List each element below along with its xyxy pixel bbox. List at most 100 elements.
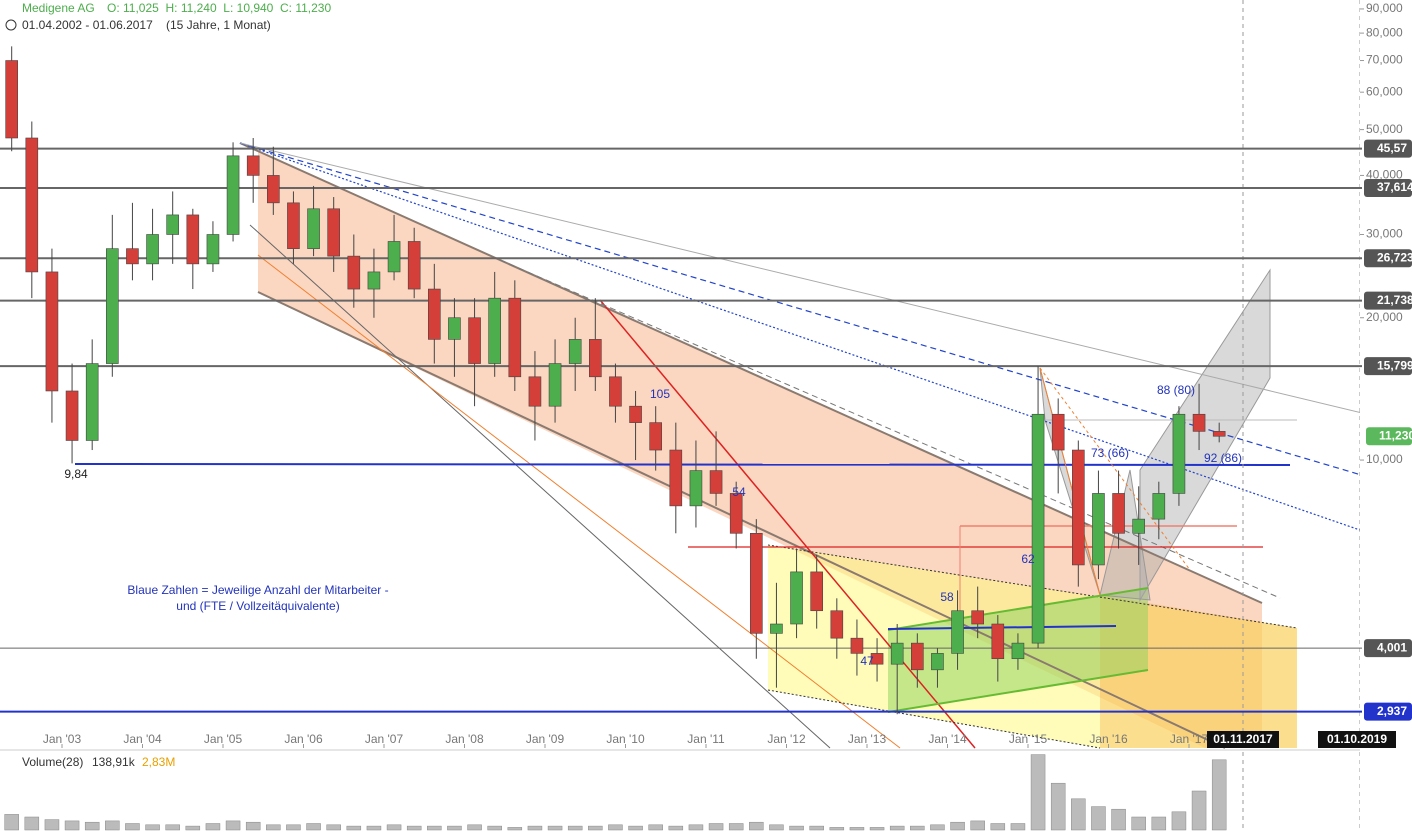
volume-bar [125,823,140,831]
volume-bar [1151,816,1167,831]
volume-bar [105,820,120,831]
x-tick-label: Jan '17 [1170,732,1209,746]
candle-body [790,571,803,625]
candle-body [1051,413,1065,451]
candle-body [770,623,783,634]
x-tick-label: Jan '07 [365,732,404,746]
level-label: 45,57 [1377,141,1407,155]
x-tick-label: Jan '08 [445,732,484,746]
candle-body [689,470,703,507]
volume-bar [447,825,462,831]
annotation: 92 (86) [1204,451,1242,465]
annotation: 62 [1021,552,1035,566]
volume-bar [406,825,422,831]
volume-bar [64,820,80,831]
trend-line [767,544,1298,629]
volume-bar [527,825,543,831]
volume-bar [366,825,382,831]
volume-bar [467,824,482,831]
date-marker-box [1207,731,1279,748]
candle-body [1072,449,1085,566]
x-tick-label: Jan '05 [204,732,243,746]
candle-body [810,571,823,612]
level-tag [1364,179,1412,198]
volume-bar [1010,823,1026,831]
candle-body [85,363,99,441]
volume-bar [306,823,321,831]
candle-body [1011,642,1025,660]
trend-line [239,142,1412,426]
candle-body [528,376,542,407]
x-tick-label: Jan '14 [928,732,967,746]
annotation: 54 [732,485,746,499]
volume-bar [708,823,724,831]
y-tick-label: 10,000 [1366,452,1403,466]
volume-bar [1050,782,1066,831]
y-tick-label: 80,000 [1366,25,1403,39]
trend-line [1039,367,1101,596]
y-tick-label: 60,000 [1366,84,1403,98]
chart-title: Medigene AG [22,1,95,15]
volume-bar [1071,798,1086,831]
x-tick-label: Jan '16 [1089,732,1128,746]
volume-bar [266,824,281,831]
candle-body [890,642,904,665]
annotation: 9,84 [64,467,88,481]
volume-bar [1091,806,1106,831]
volume-bar [507,827,523,831]
candle-body [750,532,763,634]
candle-body [1212,431,1226,437]
volume-bar [1111,808,1126,831]
level-tag [1364,139,1412,158]
axis-panel [1360,0,1412,832]
volume-bar [346,825,362,831]
candle-body [931,653,944,671]
volume-bar [728,823,744,831]
trend-line [767,689,1101,749]
trend-line [499,259,1281,599]
level-label: 26,723 [1377,250,1412,264]
volume-bar [769,824,784,831]
volume-bar [910,825,925,831]
candle-body [206,234,220,265]
y-tick-label: 90,000 [1366,1,1403,15]
trend-line [239,142,1412,549]
candle-body [589,339,602,378]
candle-body [649,422,662,451]
candle-body [246,155,260,176]
y-tick-label: 20,000 [1366,310,1403,324]
candle-body [126,248,139,265]
candle-body [709,470,723,494]
level-tag [1364,249,1412,268]
volume-bar [668,825,684,831]
volume-bar [165,824,180,831]
candle-body [568,339,582,364]
candle-body [387,241,401,273]
candle-body [991,623,1005,660]
candle-body [488,297,501,364]
candle-body [830,610,844,639]
candle-body [669,449,683,507]
price-tag [1366,427,1412,446]
candle-body [226,155,240,235]
date-marker: 01.10.2019 [1327,732,1387,746]
candle-body [850,637,864,654]
candle-body [186,214,200,265]
candle-body [25,137,39,273]
trend-line [599,299,976,749]
candle-body [508,297,522,378]
volume-bar [608,824,623,831]
volume-bar [286,824,301,831]
subtitle: 01.04.2002 - 01.06.2017 [22,18,153,32]
trend-line [887,587,1149,631]
level-tag [1364,639,1412,658]
x-tick-label: Jan '09 [526,732,565,746]
channel-fill [1100,595,1297,748]
level-tag [1364,291,1412,310]
x-tick-label: Jan '13 [848,732,887,746]
annotation: 58 [940,590,954,604]
volume-value: 138,91k [92,755,136,769]
volume-bar [1171,811,1187,831]
volume-bar [1191,790,1207,831]
